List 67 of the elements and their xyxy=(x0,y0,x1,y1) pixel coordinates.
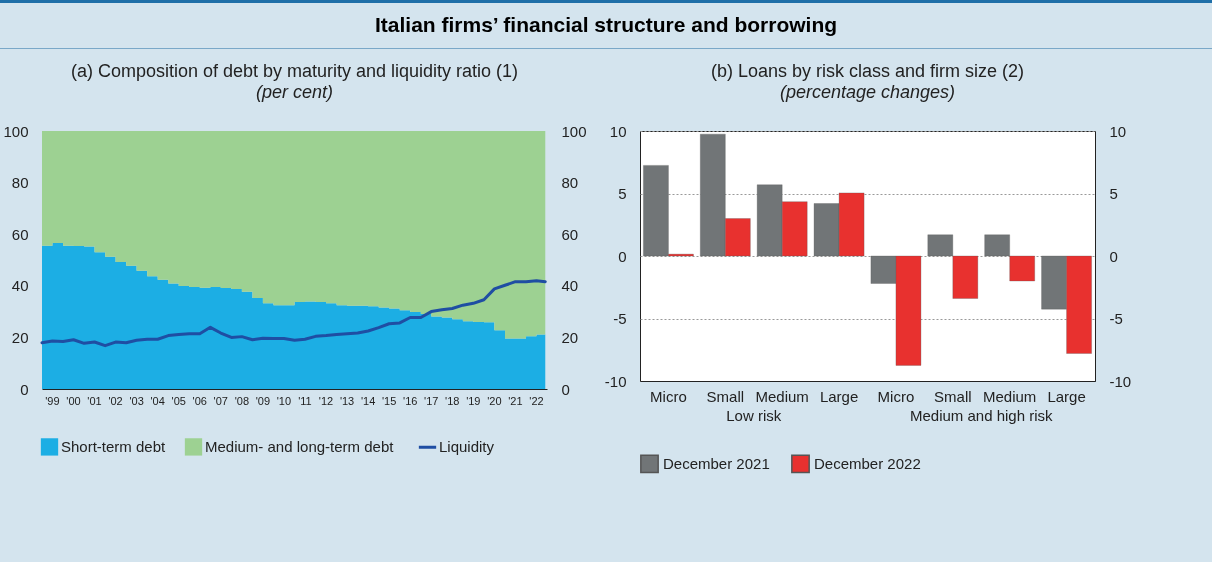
x-tick-label: '09 xyxy=(255,395,271,407)
legend-label: December 2021 xyxy=(663,454,770,472)
x-tick-label: '18 xyxy=(445,395,460,407)
y2-tick-label: 80 xyxy=(561,174,579,192)
chart-subtitle: (per cent) xyxy=(255,82,334,102)
text: Low risk xyxy=(726,407,782,424)
y-tick-label: 0 xyxy=(618,247,627,265)
x-tick-label: '02 xyxy=(108,395,123,407)
y-tick-label: 20 xyxy=(11,328,29,346)
y-tick-label: 100 xyxy=(3,122,29,140)
x-tick-label: '11 xyxy=(298,395,312,407)
x-tick-label: Small xyxy=(706,387,745,405)
x-tick-label: '00 xyxy=(66,395,81,407)
x-tick-label: '03 xyxy=(129,395,144,407)
legend-label: Short-term debt xyxy=(61,437,167,455)
x-tick-label: '22 xyxy=(529,395,544,407)
chart-title: (a) Composition of debt by maturity and liquidity ratio (1) xyxy=(70,61,519,81)
x-tick-label: '19 xyxy=(466,395,481,407)
legend-label: Liquidity xyxy=(439,438,495,456)
y-tick-label: -10 xyxy=(604,372,627,390)
x-tick-label: '15 xyxy=(381,395,397,407)
chart-title: (b) Loans by risk class and firm size (2) xyxy=(710,61,1025,81)
legend-label: Medium- and long-term debt xyxy=(205,437,395,455)
x-tick-label: '10 xyxy=(276,395,292,407)
x-tick-label: '17 xyxy=(424,395,439,407)
y-tick-label: 80 xyxy=(11,174,29,192)
y2-tick-label: 5 xyxy=(1109,185,1118,202)
y2-tick-label: 20 xyxy=(561,328,579,346)
line-series xyxy=(40,279,547,348)
y2-tick-label: 40 xyxy=(561,277,579,295)
y2-tick-label: 10 xyxy=(1109,122,1127,140)
x-tick-label: '14 xyxy=(360,395,376,407)
x-tick-label: '20 xyxy=(487,395,502,407)
y2-tick-label: 0 xyxy=(561,380,570,398)
x-tick-label: Medium xyxy=(983,387,1037,405)
chart-subtitle: (percentage changes) xyxy=(779,82,956,102)
x-tick-label: '99 xyxy=(45,395,60,407)
x-tick-label: '04 xyxy=(150,395,165,407)
x-tick-label: '21 xyxy=(508,395,523,407)
y-tick-label: 5 xyxy=(618,185,627,202)
y-tick-label: 10 xyxy=(609,122,627,140)
text: Italian firms’ financial structure and borrowing xyxy=(0,0,1212,49)
y2-tick-label: -10 xyxy=(1109,372,1132,390)
x-tick-label: Large xyxy=(819,387,859,405)
y2-tick-label: 0 xyxy=(1109,247,1118,265)
x-tick-label: Medium xyxy=(755,387,809,405)
y2-tick-label: -5 xyxy=(1109,310,1123,327)
x-tick-label: '06 xyxy=(192,395,207,407)
y-tick-label: 0 xyxy=(20,380,29,398)
x-tick-label: '01 xyxy=(87,395,102,407)
x-tick-label: Micro xyxy=(877,387,915,405)
x-tick-label: '12 xyxy=(318,395,334,407)
x-tick-label: Small xyxy=(934,387,972,405)
x-tick-label: '05 xyxy=(171,395,186,407)
y-tick-label: 60 xyxy=(11,225,29,243)
x-tick-label: '13 xyxy=(339,395,355,407)
y-tick-label: 40 xyxy=(11,277,29,295)
x-tick-label: '08 xyxy=(234,395,250,407)
y2-tick-label: 60 xyxy=(561,225,579,243)
x-tick-label: Large xyxy=(1047,387,1086,405)
y2-tick-label: 100 xyxy=(561,122,587,140)
x-tick-label: '16 xyxy=(403,395,418,407)
y-tick-label: -5 xyxy=(613,310,627,327)
x-tick-label: Micro xyxy=(650,387,687,405)
text: Medium and high risk xyxy=(909,407,1054,424)
x-tick-label: '07 xyxy=(213,395,228,407)
legend-label: December 2022 xyxy=(814,454,921,472)
